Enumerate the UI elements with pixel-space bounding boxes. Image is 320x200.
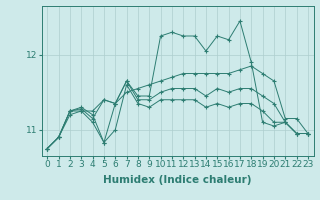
X-axis label: Humidex (Indice chaleur): Humidex (Indice chaleur) [103, 175, 252, 185]
